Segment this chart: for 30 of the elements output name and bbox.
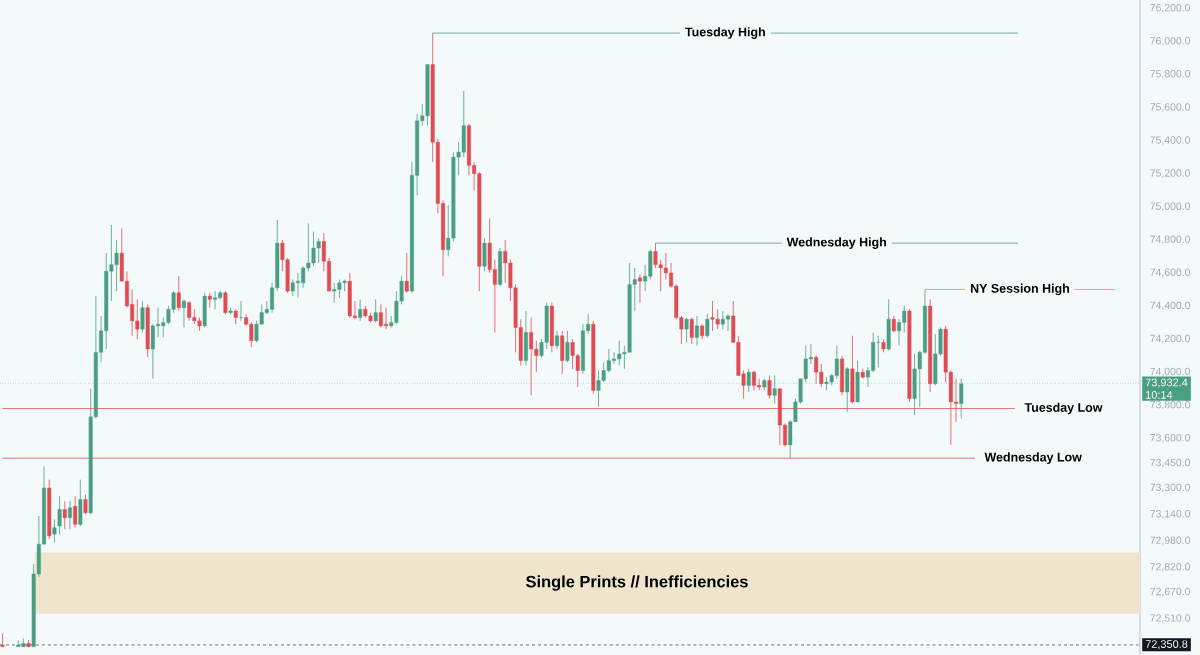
y-tick-label: 73,450.0 — [1150, 458, 1191, 468]
y-tick-label: 72,820.0 — [1150, 563, 1191, 572]
ref-line-label: 73,932.4 — [1145, 378, 1188, 388]
y-tick-label: 73,140.0 — [1150, 510, 1191, 519]
y-tick-label: 73,800.0 — [1150, 400, 1191, 410]
y-tick-label: 74,200.0 — [1150, 334, 1191, 344]
text: 10:14 — [1146, 391, 1173, 399]
y-tick-label: 73,600.0 — [1150, 434, 1191, 443]
y-tick-label: 73,300.0 — [1150, 483, 1191, 493]
y-tick-label: 72,980.0 — [1150, 536, 1191, 546]
y-tick-label: 74,000.0 — [1150, 367, 1191, 377]
y-tick-label: 74,600.0 — [1150, 268, 1191, 278]
band-label: Single Prints // Inefficiencies — [526, 575, 748, 591]
ref-line-label: Wednesday Low — [984, 452, 1082, 464]
y-tick-label: 72,510.0 — [1150, 614, 1191, 623]
y-tick-label: 76,000.0 — [1150, 37, 1191, 46]
ref-line-label: 72,350.8 — [1145, 640, 1188, 650]
ref-line-label: Tuesday High — [685, 27, 765, 39]
y-tick-label: 72,670.0 — [1150, 587, 1191, 597]
ref-line-label: Tuesday Low — [1024, 402, 1103, 415]
ref-line-label: Wednesday High — [786, 237, 886, 249]
y-tick-label: 75,400.0 — [1150, 136, 1191, 145]
y-tick-label: 74,800.0 — [1150, 235, 1191, 245]
y-tick-label: 75,800.0 — [1150, 70, 1191, 79]
y-tick-label: 75,000.0 — [1150, 202, 1191, 212]
y-tick-label: 75,200.0 — [1150, 169, 1191, 178]
ref-line-label: NY Session High — [970, 283, 1069, 296]
y-tick-label: 76,200.0 — [1150, 3, 1191, 13]
y-tick-label: 74,400.0 — [1150, 301, 1191, 311]
y-tick-label: 75,600.0 — [1150, 103, 1191, 112]
